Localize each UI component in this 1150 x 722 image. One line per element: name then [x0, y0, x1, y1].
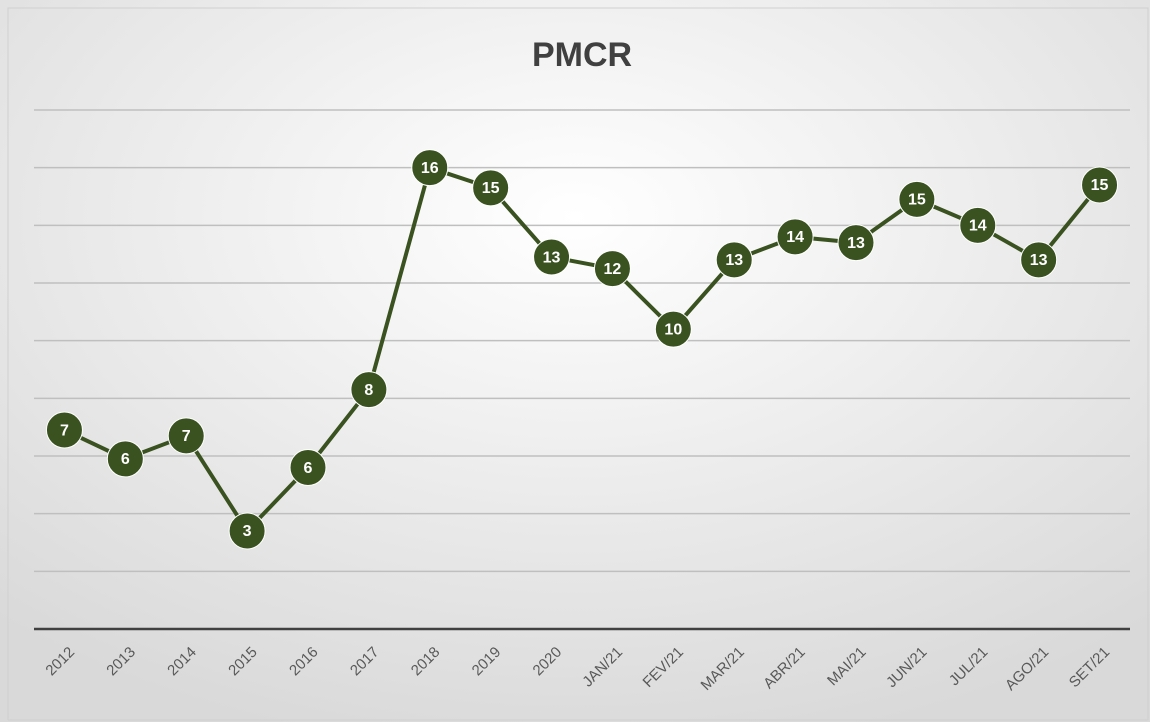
marker [472, 169, 510, 207]
data-label: 12 [604, 261, 622, 278]
marker [533, 238, 571, 276]
data-label: 14 [786, 229, 804, 246]
data-label: 14 [969, 218, 987, 235]
marker [350, 371, 388, 409]
marker [167, 417, 205, 455]
marker [776, 218, 814, 256]
data-label: 10 [664, 321, 682, 338]
marker [1020, 241, 1058, 279]
data-label: 7 [182, 428, 191, 445]
marker [289, 449, 327, 487]
data-label: 7 [60, 422, 69, 439]
data-label: 15 [1091, 177, 1109, 194]
data-label: 13 [543, 249, 561, 266]
data-label: 13 [1030, 252, 1048, 269]
marker [898, 180, 936, 218]
data-label: 16 [421, 160, 439, 177]
data-label: 6 [304, 460, 313, 477]
data-label: 13 [725, 252, 743, 269]
data-label: 15 [908, 192, 926, 209]
data-label: 8 [364, 382, 373, 399]
marker [959, 206, 997, 244]
data-label: 13 [847, 235, 865, 252]
frame [7, 7, 1149, 721]
marker [715, 241, 753, 279]
data-label: 3 [243, 523, 252, 540]
marker [411, 149, 449, 187]
chart-title: PMCR [532, 36, 632, 74]
data-label: 6 [121, 451, 130, 468]
marker [45, 411, 83, 449]
marker [228, 512, 266, 550]
data-label: 15 [482, 180, 500, 197]
marker [1081, 166, 1119, 204]
marker [593, 250, 631, 288]
marker [106, 440, 144, 478]
marker [837, 224, 875, 262]
marker [654, 310, 692, 348]
